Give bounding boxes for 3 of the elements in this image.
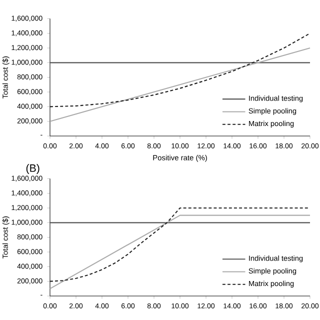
line-series: [49, 32, 311, 108]
chart-title: (B): [26, 164, 40, 174]
line-series: [49, 207, 311, 282]
